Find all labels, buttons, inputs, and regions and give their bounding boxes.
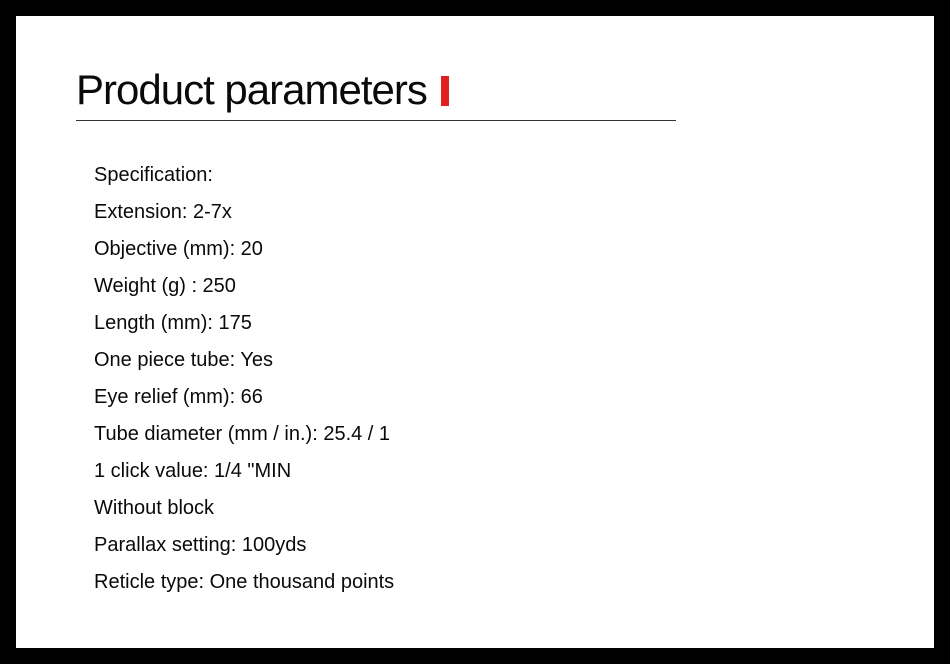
accent-bar-icon <box>441 76 449 106</box>
spec-item: Parallax setting: 100yds <box>94 527 874 564</box>
spec-list: Specification: Extension: 2-7x Objective… <box>76 157 874 601</box>
spec-item: Length (mm): 175 <box>94 305 874 342</box>
spec-item: Specification: <box>94 157 874 194</box>
spec-item: Eye relief (mm): 66 <box>94 379 874 416</box>
spec-item: Objective (mm): 20 <box>94 231 874 268</box>
page-title: Product parameters <box>76 66 427 114</box>
spec-item: Reticle type: One thousand points <box>94 564 874 601</box>
spec-item: One piece tube: Yes <box>94 342 874 379</box>
spec-item: Without block <box>94 490 874 527</box>
page-card: Product parameters Specification: Extens… <box>16 16 934 648</box>
spec-item: Extension: 2-7x <box>94 194 874 231</box>
title-row: Product parameters <box>76 66 676 121</box>
spec-item: Weight (g) : 250 <box>94 268 874 305</box>
spec-item: Tube diameter (mm / in.): 25.4 / 1 <box>94 416 874 453</box>
spec-item: 1 click value: 1/4 "MIN <box>94 453 874 490</box>
